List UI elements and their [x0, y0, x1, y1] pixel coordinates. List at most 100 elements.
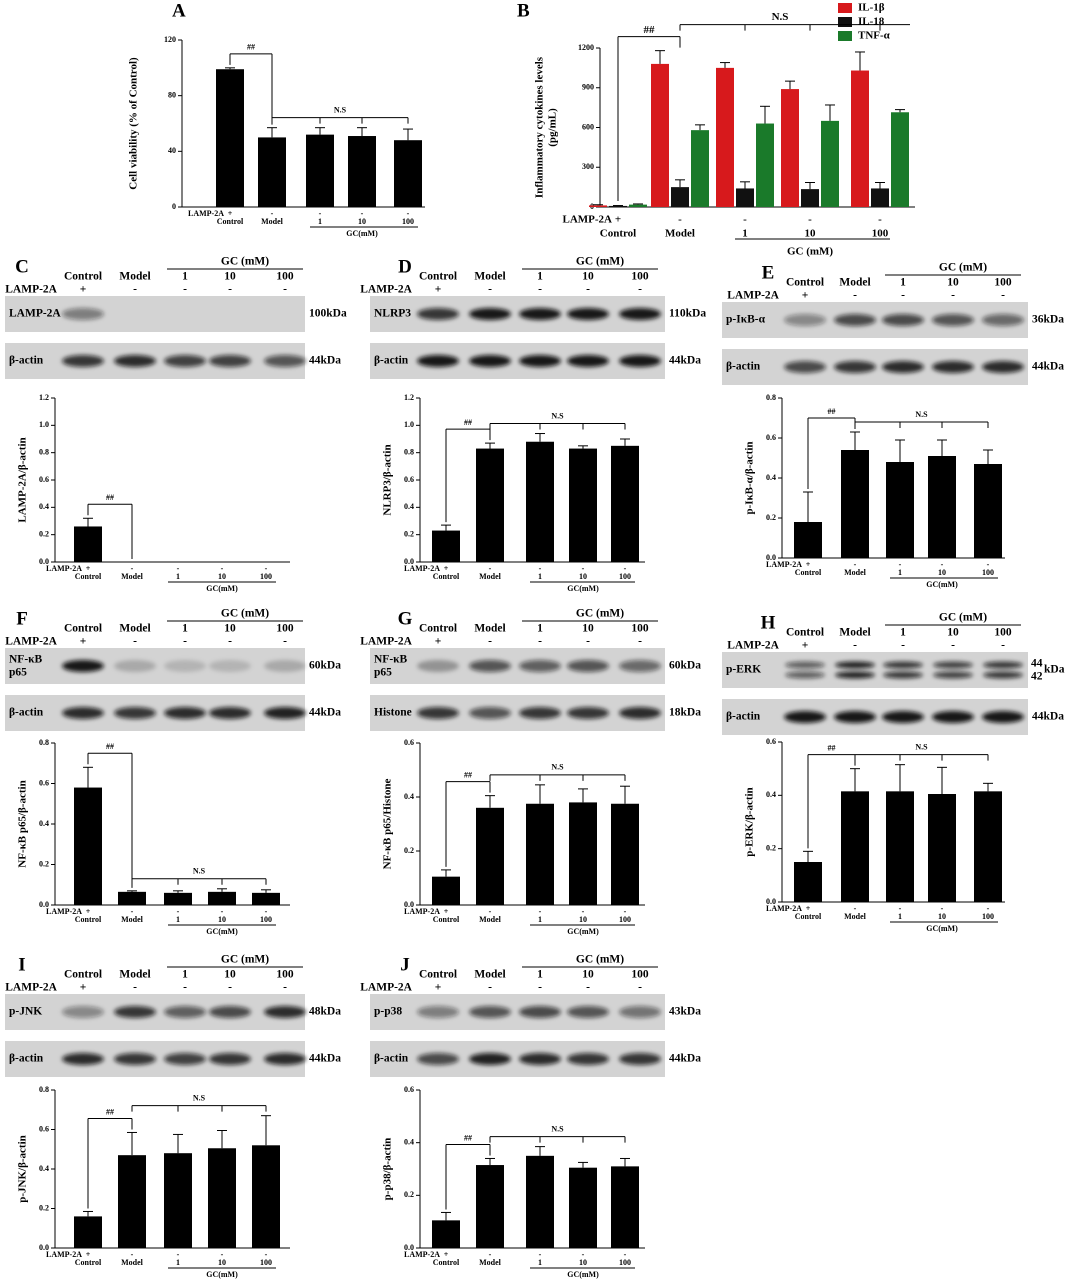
- significance-label: ##: [464, 770, 472, 779]
- lane-label: 10: [224, 969, 236, 981]
- size-label: 44kDa: [1032, 361, 1064, 373]
- blot-band: [932, 361, 974, 373]
- group-label: GC (mM): [221, 256, 269, 268]
- panel-letter: A: [172, 0, 186, 21]
- band-label: β-actin: [9, 707, 44, 719]
- row-mark: -: [582, 907, 585, 916]
- row-mark: +: [86, 564, 91, 573]
- row-mark: -: [987, 904, 990, 913]
- y-tick-label: 0.6: [404, 738, 414, 747]
- row-mark: +: [80, 284, 87, 296]
- row-mark: -: [638, 284, 642, 296]
- bar: [432, 530, 460, 562]
- y-tick-label: 300: [582, 162, 594, 171]
- bar: [611, 803, 639, 905]
- row-mark: -: [853, 640, 857, 652]
- blot-band: [834, 361, 876, 373]
- row-mark: +: [435, 636, 442, 648]
- row-mark: -: [539, 564, 542, 573]
- panel-letter: G: [398, 608, 413, 629]
- blot-band: [209, 1006, 251, 1018]
- y-tick-label: 0.2: [766, 843, 776, 852]
- row-label: LAMP-2A: [360, 982, 412, 994]
- blot-band: [932, 314, 974, 326]
- blot-band: [114, 355, 156, 367]
- band-label: p65: [374, 667, 392, 679]
- blot-band: [62, 1006, 104, 1018]
- blot-band: [114, 660, 156, 672]
- lane-label: Model: [119, 969, 150, 981]
- group-label: GC(mM): [206, 1270, 238, 1279]
- bar: [891, 112, 909, 207]
- significance-label: ##: [106, 493, 114, 502]
- blot-band: [164, 660, 206, 672]
- size-label: 44kDa: [309, 1053, 341, 1065]
- band-label: β-actin: [374, 355, 409, 367]
- row-mark: -: [678, 214, 682, 226]
- x-tick-label: Control: [433, 572, 460, 581]
- blot-band: [469, 1006, 511, 1018]
- blot-band: [469, 707, 511, 719]
- size-label: 48kDa: [309, 1006, 341, 1018]
- bar: [841, 791, 869, 902]
- size-label: 36kDa: [1032, 314, 1064, 326]
- blot-band: [62, 660, 104, 672]
- lane-label: Model: [119, 271, 150, 283]
- x-tick-label: 100: [260, 915, 272, 924]
- significance-label: ##: [828, 407, 836, 416]
- lane-label: Control: [419, 271, 457, 283]
- x-tick-label: 100: [402, 217, 414, 226]
- significance-label: N.S: [193, 867, 206, 876]
- size-label: 100kDa: [309, 308, 347, 320]
- panel-letter: H: [761, 612, 776, 633]
- row-mark: -: [951, 290, 955, 302]
- x-tick-label: 1: [742, 228, 748, 240]
- x-tick-label: Control: [75, 572, 102, 581]
- x-tick-label: 1: [176, 572, 180, 581]
- x-tick-label: 1: [538, 572, 542, 581]
- bar: [928, 456, 956, 558]
- band-label: β-actin: [726, 711, 761, 723]
- blot-band: [417, 660, 459, 672]
- row-mark: -: [265, 907, 268, 916]
- row-mark: -: [539, 1250, 542, 1259]
- y-tick-label: 0.4: [39, 1164, 49, 1173]
- bar: [821, 120, 839, 207]
- blot-band: [519, 660, 561, 672]
- row-mark: +: [806, 560, 811, 569]
- bar: [216, 69, 244, 207]
- bar: [526, 803, 554, 905]
- row-mark: -: [808, 214, 812, 226]
- row-mark: -: [488, 284, 492, 296]
- group-label: GC(mM): [206, 927, 238, 936]
- bar: [651, 63, 669, 208]
- blot-band: [983, 671, 1023, 679]
- row-mark: -: [586, 284, 590, 296]
- row-label: LAMP-2A: [188, 209, 224, 218]
- blot-band: [209, 660, 251, 672]
- x-tick-label: 10: [579, 572, 587, 581]
- x-tick-label: 100: [260, 1258, 272, 1267]
- y-tick-label: 0.4: [404, 792, 414, 801]
- group-label: GC(mM): [206, 584, 238, 593]
- significance-label: ##: [247, 43, 255, 52]
- blot-band: [209, 1053, 251, 1065]
- row-mark: -: [228, 982, 232, 994]
- blot-band: [567, 1006, 609, 1018]
- blot-strip: [5, 296, 305, 332]
- row-mark: -: [538, 284, 542, 296]
- bar: [794, 862, 822, 902]
- y-axis-label: LAMP-2A/β-actin: [17, 437, 29, 522]
- blot-band: [933, 671, 973, 679]
- row-mark: -: [361, 209, 364, 218]
- blot-band: [784, 711, 826, 723]
- bar: [208, 1148, 236, 1248]
- row-mark: -: [407, 209, 410, 218]
- y-tick-label: 120: [164, 35, 176, 44]
- blot-band: [785, 661, 825, 669]
- bar: [589, 205, 607, 207]
- x-tick-label: 100: [619, 572, 631, 581]
- lane-label: 1: [537, 623, 543, 635]
- x-tick-label: Model: [261, 217, 284, 226]
